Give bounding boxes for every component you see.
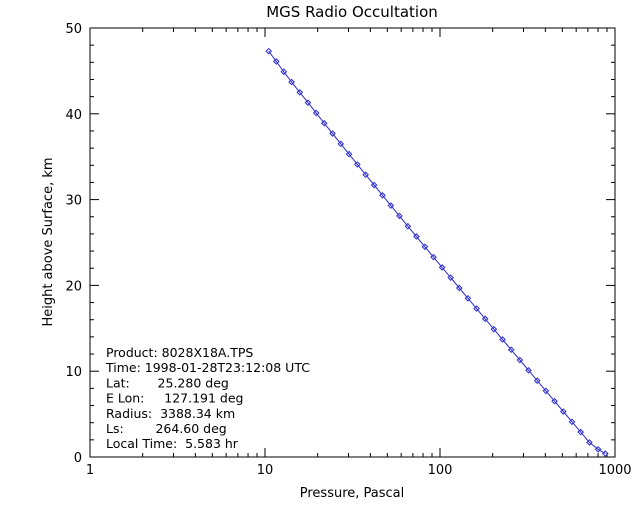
- x-tick-label: 10: [257, 463, 274, 478]
- data-point: [586, 439, 593, 446]
- data-point: [507, 346, 515, 354]
- info-line: Lat: 25.280 deg: [106, 375, 229, 390]
- data-point: [280, 68, 288, 76]
- data-point: [577, 428, 584, 436]
- data-point: [396, 212, 403, 220]
- axis-ticks: 1 10 100 1000 0 10 20 30 40 50: [65, 22, 631, 478]
- x-axis-label: Pressure, Pascal: [300, 486, 405, 501]
- data-point: [312, 109, 320, 117]
- data-series: [265, 47, 609, 457]
- x-tick-label: 100: [428, 463, 453, 478]
- data-point: [387, 202, 395, 209]
- info-line: Product: 8028X18A.TPS: [106, 345, 253, 360]
- data-point: [601, 450, 609, 457]
- data-point: [404, 222, 412, 230]
- data-point: [473, 305, 480, 312]
- y-tick-label: 20: [65, 279, 82, 294]
- data-point: [337, 140, 345, 148]
- info-line: Ls: 264.60 deg: [106, 421, 227, 436]
- data-point: [329, 130, 336, 137]
- data-point: [272, 58, 280, 65]
- data-point: [594, 445, 602, 453]
- data-point: [265, 47, 273, 55]
- y-tick-label: 40: [65, 108, 82, 123]
- info-line: Radius: 3388.34 km: [106, 406, 235, 421]
- data-point: [533, 377, 541, 384]
- info-line: E Lon: 127.191 deg: [106, 391, 244, 406]
- y-tick-label: 50: [65, 22, 82, 37]
- data-point: [525, 367, 532, 374]
- data-point: [288, 78, 295, 86]
- data-point: [320, 119, 328, 127]
- x-tick-label: 1000: [598, 463, 631, 478]
- data-point: [499, 336, 506, 343]
- y-tick-label: 0: [74, 451, 82, 466]
- plot-frame: [89, 27, 616, 458]
- series-line: [268, 50, 606, 455]
- data-point: [304, 99, 312, 106]
- y-tick-label: 10: [65, 365, 82, 380]
- data-point: [516, 356, 524, 364]
- data-point: [559, 408, 567, 415]
- data-point: [379, 192, 386, 199]
- data-point: [490, 325, 498, 333]
- data-point: [430, 253, 437, 261]
- chart-title: MGS Radio Occultation: [266, 3, 438, 21]
- y-axis-label: Height above Surface, km: [41, 157, 56, 326]
- data-point: [345, 150, 353, 158]
- data-point: [464, 294, 472, 302]
- data-point: [370, 181, 378, 189]
- data-point: [568, 418, 576, 426]
- data-point: [542, 387, 550, 395]
- data-point: [438, 264, 446, 271]
- info-line: Time: 1998-01-28T23:12:08 UTC: [105, 360, 310, 375]
- data-point: [447, 274, 454, 281]
- data-point: [481, 315, 489, 323]
- y-tick-label: 30: [65, 194, 82, 209]
- data-point: [362, 171, 369, 179]
- data-point: [296, 89, 304, 96]
- info-line: Local Time: 5.583 hr: [106, 436, 239, 451]
- data-point: [551, 397, 558, 405]
- x-tick-label: 1: [86, 463, 94, 478]
- data-point: [455, 284, 463, 292]
- data-point: [354, 161, 361, 168]
- data-point: [413, 233, 420, 240]
- data-point: [421, 243, 429, 251]
